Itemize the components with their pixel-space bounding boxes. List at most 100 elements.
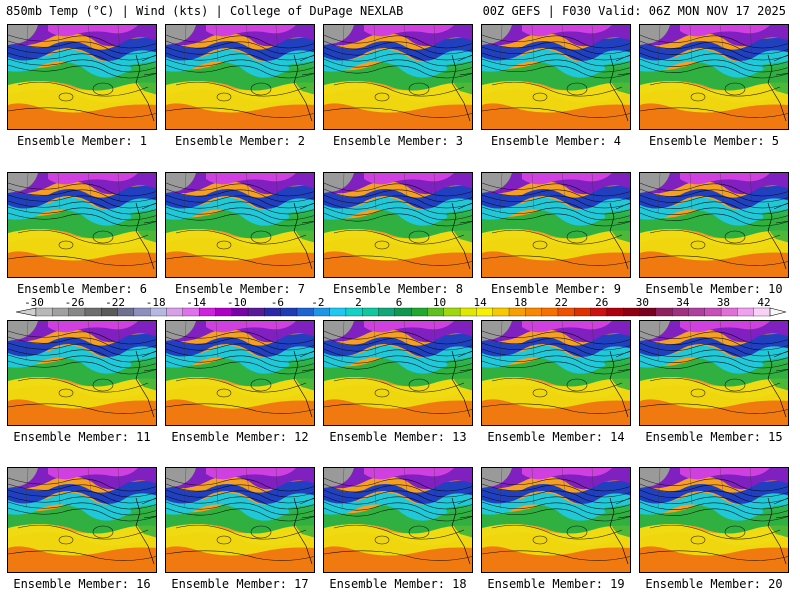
temperature-colorbar: -30 -26 -22 -18 -14 -10 -6 -2 2 6 10 14 18 22 26 30 34 38… (15, 296, 787, 317)
colorbar-swatch (737, 307, 755, 317)
ensemble-map-panel (481, 320, 631, 426)
ensemble-member-label: Ensemble Member: 12 (171, 430, 309, 444)
colorbar-swatch (198, 307, 217, 317)
colorbar-swatch (639, 307, 657, 317)
ensemble-member-label: Ensemble Member: 13 (329, 430, 467, 444)
ensemble-member-label: Ensemble Member: 9 (490, 282, 622, 296)
ensemble-map-panel (323, 320, 473, 426)
colorbar-swatch (590, 307, 608, 317)
colorbar-tick-label: 10 (433, 296, 446, 309)
ensemble-map-panel (7, 172, 157, 278)
colorbar-swatch (394, 307, 412, 317)
ensemble-map-panel (165, 172, 315, 278)
colorbar-swatch (704, 307, 722, 317)
ensemble-member-label: Ensemble Member: 2 (174, 134, 306, 148)
colorbar-tick-label: -14 (186, 296, 206, 309)
colorbar-swatch (720, 307, 739, 317)
ensemble-member-label: Ensemble Member: 19 (487, 577, 625, 591)
colorbar-swatch (574, 307, 592, 317)
ensemble-member-label: Ensemble Member: 5 (648, 134, 780, 148)
colorbar-swatch (247, 307, 266, 317)
colorbar-high-arrow (769, 307, 787, 317)
colorbar-swatch (557, 307, 575, 317)
colorbar-tick-label: 14 (473, 296, 487, 309)
colorbar-swatch (623, 307, 641, 317)
ensemble-member-label: Ensemble Member: 15 (645, 430, 783, 444)
colorbar-tick-label: 2 (355, 296, 362, 309)
colorbar-swatch (443, 307, 461, 317)
ensemble-member-label: Ensemble Member: 1 (16, 134, 148, 148)
colorbar-swatch (68, 307, 86, 317)
colorbar-swatch (35, 307, 53, 317)
colorbar-swatch (150, 307, 168, 317)
ensemble-member-label: Ensemble Member: 16 (13, 577, 151, 591)
colorbar-swatch (264, 307, 282, 317)
ensemble-member-label: Ensemble Member: 3 (332, 134, 464, 148)
colorbar-swatch (427, 307, 445, 317)
colorbar-swatch (329, 307, 347, 317)
colorbar-tick-label: 42 (757, 296, 770, 309)
colorbar-tick-label: -22 (105, 296, 125, 309)
colorbar-swatch (541, 307, 559, 317)
colorbar-swatch (101, 307, 119, 317)
colorbar-swatch (753, 307, 771, 317)
ensemble-member-label: Ensemble Member: 4 (490, 134, 622, 148)
colorbar-swatch (378, 307, 396, 317)
ensemble-map-panel (639, 320, 789, 426)
colorbar-swatch (117, 307, 135, 317)
colorbar-swatch (508, 307, 526, 317)
ensemble-member-label: Ensemble Member: 6 (16, 282, 148, 296)
ensemble-member-label: Ensemble Member: 8 (332, 282, 464, 296)
colorbar-tick-label: 34 (676, 296, 690, 309)
ensemble-map-panel (7, 24, 157, 130)
ensemble-map-panel (165, 320, 315, 426)
ensemble-map-panel (165, 467, 315, 573)
colorbar-swatch (476, 307, 494, 317)
colorbar-tick-label: 26 (595, 296, 608, 309)
colorbar-swatch (166, 307, 184, 317)
colorbar-swatch (84, 307, 102, 317)
colorbar-tick-label: -2 (311, 296, 324, 309)
ensemble-map-panel (323, 24, 473, 130)
colorbar-tick-label: 18 (514, 296, 527, 309)
colorbar-low-arrow (15, 307, 37, 317)
colorbar-swatch (411, 307, 429, 317)
colorbar-tick-label: 30 (636, 296, 649, 309)
colorbar-swatch (671, 307, 690, 317)
colorbar-swatch (362, 307, 380, 317)
model-run-info: 00Z GEFS | F030 Valid: 06Z MON NOV 17 20… (482, 4, 786, 18)
ensemble-member-label: Ensemble Member: 7 (174, 282, 306, 296)
colorbar-swatch (280, 307, 298, 317)
ensemble-map-panel (323, 172, 473, 278)
colorbar-swatch (525, 307, 543, 317)
ensemble-map-panel (7, 467, 157, 573)
colorbar-swatch (231, 307, 249, 317)
ensemble-map-panel (323, 467, 473, 573)
colorbar-swatch (492, 307, 510, 317)
colorbar-tick-label: 22 (555, 296, 568, 309)
colorbar-swatch (52, 307, 70, 317)
colorbar-swatch (655, 307, 673, 317)
colorbar-tick-label: -10 (227, 296, 247, 309)
colorbar-tick-label: -30 (24, 296, 44, 309)
ensemble-map-panel (639, 467, 789, 573)
ensemble-member-label: Ensemble Member: 17 (171, 577, 309, 591)
colorbar-swatch (182, 307, 200, 317)
colorbar-tick-label: 6 (396, 296, 403, 309)
ensemble-member-label: Ensemble Member: 14 (487, 430, 625, 444)
colorbar-swatch (296, 307, 314, 317)
ensemble-map-panel (639, 172, 789, 278)
ensemble-member-label: Ensemble Member: 20 (645, 577, 783, 591)
colorbar-swatch (133, 307, 151, 317)
colorbar-tick-label: -6 (271, 296, 284, 309)
ensemble-map-panel (481, 172, 631, 278)
colorbar-swatch (345, 307, 363, 317)
ensemble-map-panel (7, 320, 157, 426)
ensemble-map-panel (165, 24, 315, 130)
ensemble-member-label: Ensemble Member: 11 (13, 430, 151, 444)
colorbar-swatch (215, 307, 233, 317)
colorbar-swatch (313, 307, 331, 317)
colorbar-tick-label: -26 (65, 296, 85, 309)
colorbar-swatch (606, 307, 624, 317)
colorbar-swatch (688, 307, 706, 317)
